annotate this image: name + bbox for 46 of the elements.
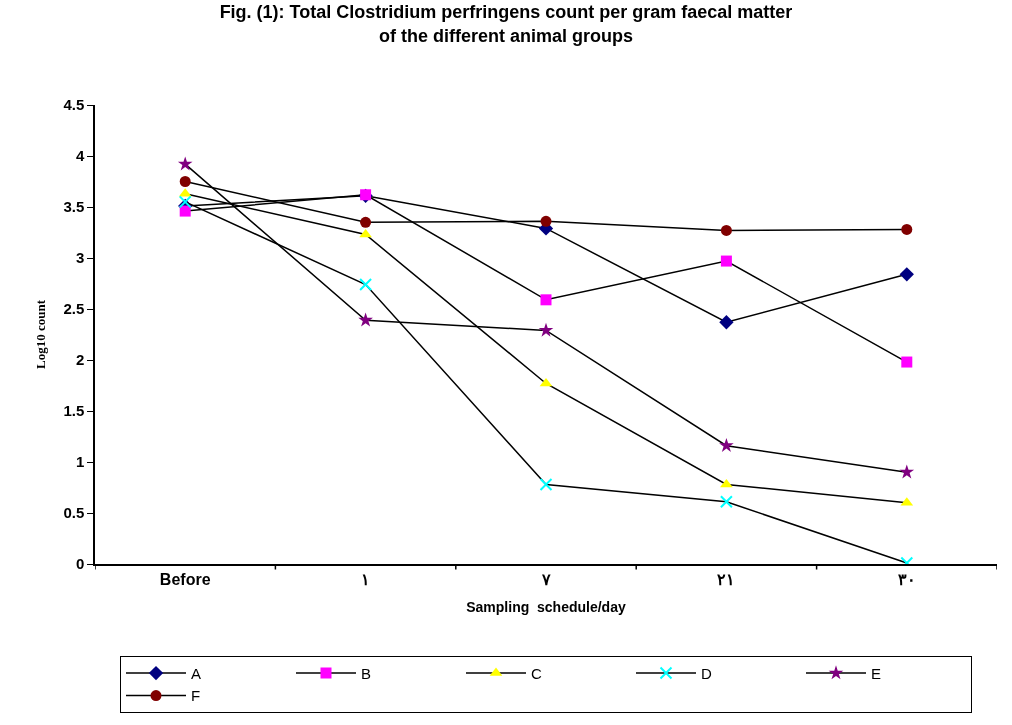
point bbox=[359, 278, 373, 292]
point bbox=[539, 377, 553, 387]
legend-label: A bbox=[191, 664, 202, 682]
point bbox=[719, 437, 734, 452]
point bbox=[179, 205, 191, 217]
y-tick-label: 3 bbox=[75, 249, 85, 267]
x-tick-label: ١ bbox=[361, 570, 371, 588]
point bbox=[899, 267, 914, 282]
point bbox=[901, 356, 913, 368]
y-tick-label: 4.5 bbox=[63, 96, 85, 114]
point bbox=[179, 176, 191, 187]
y-tick-label: 2 bbox=[75, 351, 85, 369]
point bbox=[358, 312, 373, 327]
y-tick-label: 1 bbox=[75, 453, 85, 471]
x-tick-label: ٣٠ bbox=[897, 570, 916, 588]
point bbox=[540, 215, 552, 227]
point bbox=[720, 478, 733, 488]
y-tick-label: 1.5 bbox=[63, 402, 85, 420]
x-tick-label: ٧ bbox=[540, 570, 551, 588]
legend-label: E bbox=[871, 664, 882, 682]
point bbox=[899, 464, 915, 479]
point bbox=[539, 477, 553, 491]
point bbox=[360, 216, 372, 228]
y-tick-label: 0 bbox=[75, 555, 85, 573]
chart-title: Fig. (1): Total Clostridium perfringens count per gram faecal matter of the different animal groups bbox=[219, 2, 793, 46]
legend-label: B bbox=[361, 664, 372, 682]
y-tick-label: 3.5 bbox=[63, 198, 85, 216]
point bbox=[178, 195, 192, 209]
y-axis-title: Log10 count bbox=[32, 299, 48, 369]
point bbox=[719, 495, 733, 509]
x-tick-label: ٢١ bbox=[717, 570, 736, 588]
point bbox=[901, 223, 913, 235]
point bbox=[719, 315, 734, 330]
y-tick-label: 4 bbox=[75, 147, 85, 165]
y-tick-label: 0.5 bbox=[63, 504, 85, 522]
x-axis-title: Sampling schedule/day bbox=[466, 598, 626, 615]
point bbox=[540, 294, 552, 306]
legend-label: D bbox=[701, 664, 712, 682]
point bbox=[177, 156, 193, 171]
legend-label: F bbox=[191, 687, 201, 705]
x-tick-label: Before bbox=[159, 570, 211, 588]
point bbox=[538, 322, 554, 337]
legend-label: C bbox=[531, 664, 542, 682]
point bbox=[720, 224, 732, 236]
y-tick-label: 2.5 bbox=[63, 300, 85, 318]
point bbox=[720, 255, 732, 267]
